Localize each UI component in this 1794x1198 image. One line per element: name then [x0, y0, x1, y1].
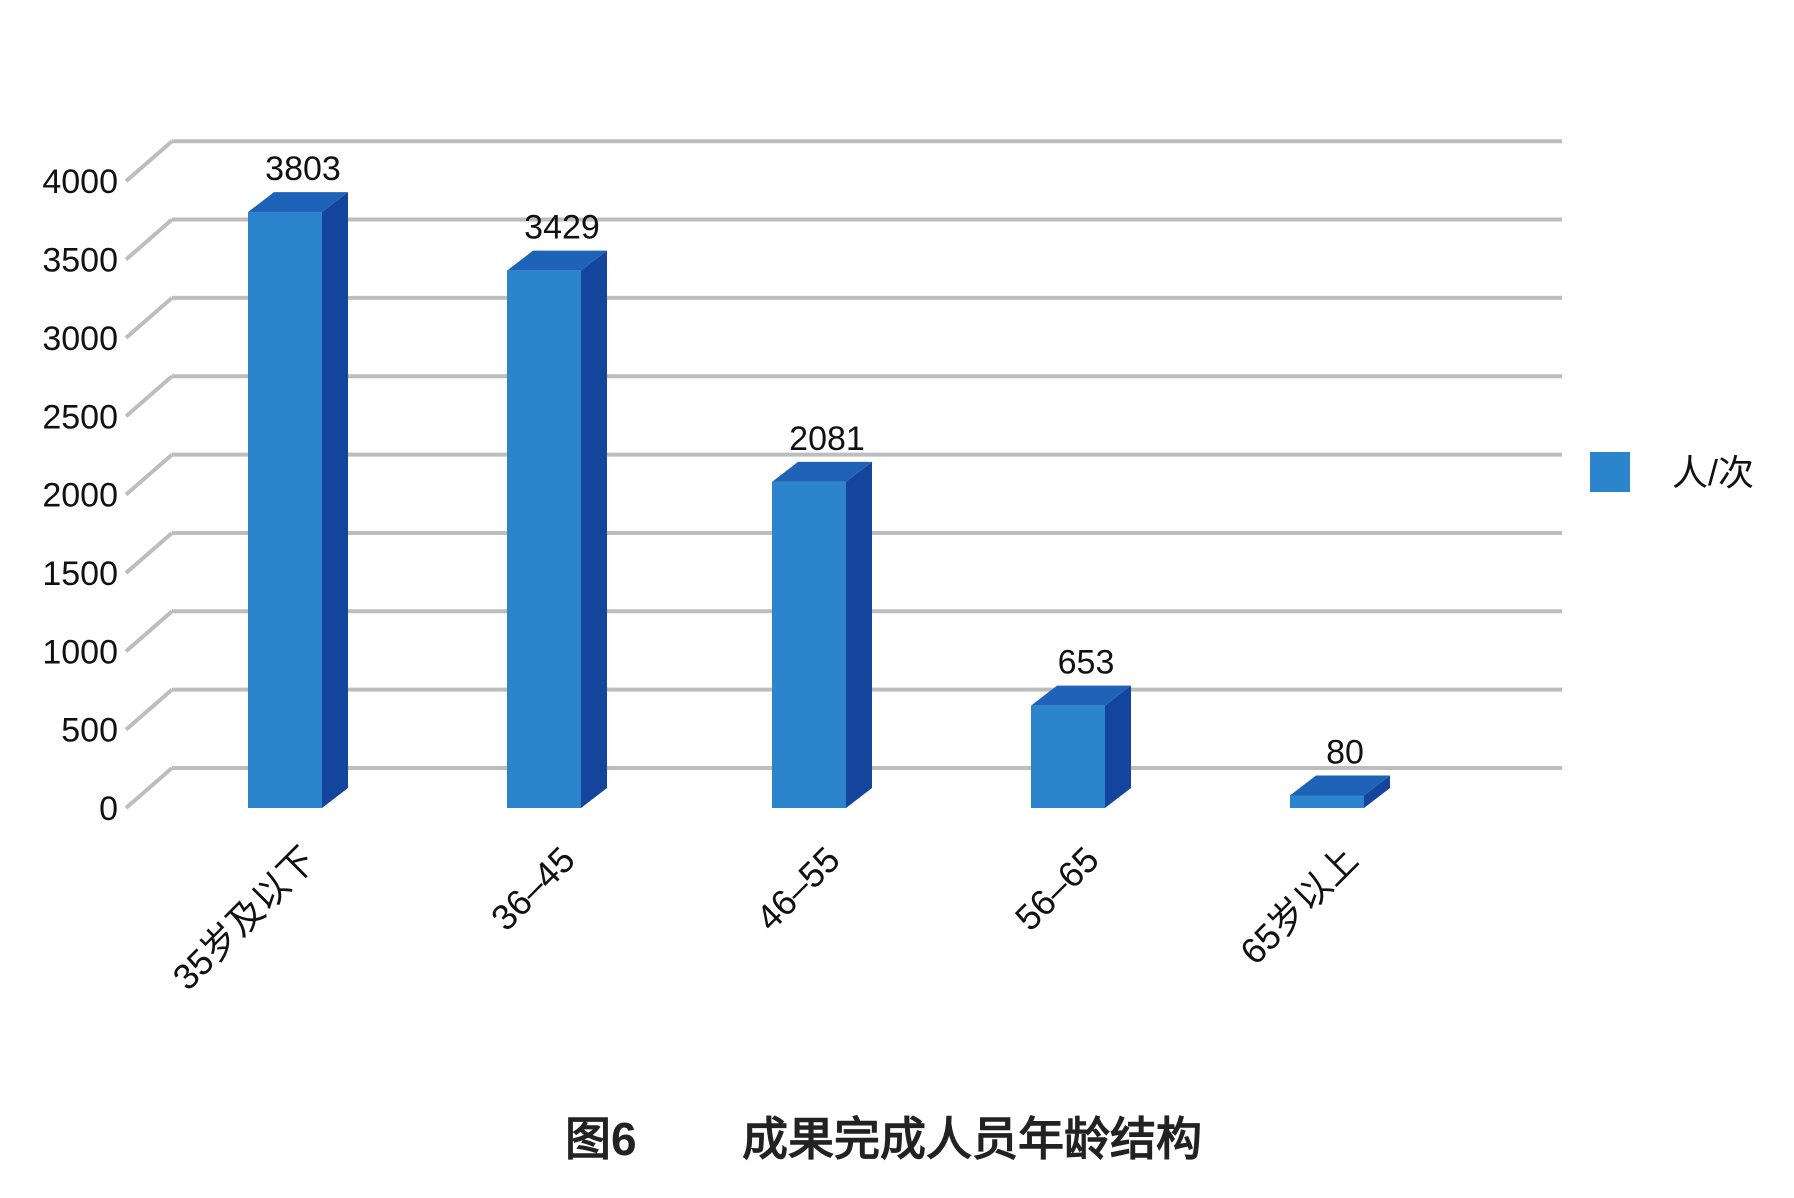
gridline-depth	[124, 218, 174, 262]
bar-top	[248, 192, 348, 213]
y-tick-label: 500	[61, 712, 118, 750]
bar-front	[1031, 705, 1105, 808]
bar-front	[1290, 795, 1364, 808]
legend-swatch	[1590, 452, 1630, 492]
figure-caption: 图6 成果完成人员年龄结构	[565, 1113, 1202, 1165]
bar	[1290, 775, 1390, 808]
data-label: 3429	[524, 209, 600, 247]
bar-side	[846, 461, 872, 808]
figure-number: 图6	[565, 1113, 637, 1165]
x-category-label: 65岁以上	[1232, 839, 1366, 973]
bar-side	[1364, 775, 1390, 808]
x-category-label: 36–45	[483, 839, 583, 939]
bar	[772, 461, 872, 808]
x-category-label: 56–65	[1007, 839, 1107, 939]
y-tick-label: 1000	[42, 633, 118, 671]
legend-label: 人/次	[1672, 452, 1754, 493]
y-tick-label: 3000	[42, 320, 118, 358]
x-axis-categories: 35岁及以下 36–45 46–55 56–65 65岁以上	[165, 839, 1366, 998]
bar-front	[248, 212, 322, 809]
gridline-depth	[124, 374, 174, 418]
data-label: 653	[1058, 644, 1115, 682]
bar-top	[1031, 685, 1131, 706]
data-labels: 3803 3429 2081 653 80	[265, 150, 1364, 771]
bar	[248, 192, 348, 809]
gridline-depth	[124, 531, 174, 575]
gridline-depth	[124, 139, 174, 183]
bar-side	[1105, 685, 1131, 808]
y-tick-label: 1500	[42, 555, 118, 593]
data-label: 2081	[789, 420, 865, 458]
gridline-depth	[124, 766, 174, 810]
bar	[1031, 685, 1131, 808]
gridline-depth	[124, 296, 174, 340]
gridline-depth	[124, 688, 174, 732]
bar-front	[507, 270, 581, 809]
bar-front	[772, 481, 846, 808]
bars	[248, 192, 1390, 809]
bar-top	[1290, 775, 1390, 796]
bar-top	[772, 461, 872, 482]
y-tick-label: 0	[99, 790, 118, 828]
gridline-depth	[124, 453, 174, 497]
bar-top	[507, 250, 607, 271]
y-tick-label: 2500	[42, 398, 118, 436]
bar-side	[581, 250, 607, 808]
y-tick-label: 2000	[42, 477, 118, 515]
bar-side	[322, 192, 348, 809]
data-label: 80	[1326, 733, 1364, 771]
x-category-label: 35岁及以下	[165, 839, 324, 998]
y-axis-ticks: 0 500 1000 1500 2000 2500 3000 3500 4000	[42, 163, 118, 828]
x-category-label: 46–55	[748, 839, 848, 939]
bar	[507, 250, 607, 809]
figure-title: 成果完成人员年龄结构	[742, 1113, 1202, 1165]
gridline-depth	[124, 609, 174, 653]
y-tick-label: 4000	[42, 163, 118, 201]
data-label: 3803	[265, 150, 341, 188]
legend: 人/次	[1590, 452, 1754, 493]
y-tick-label: 3500	[42, 242, 118, 280]
